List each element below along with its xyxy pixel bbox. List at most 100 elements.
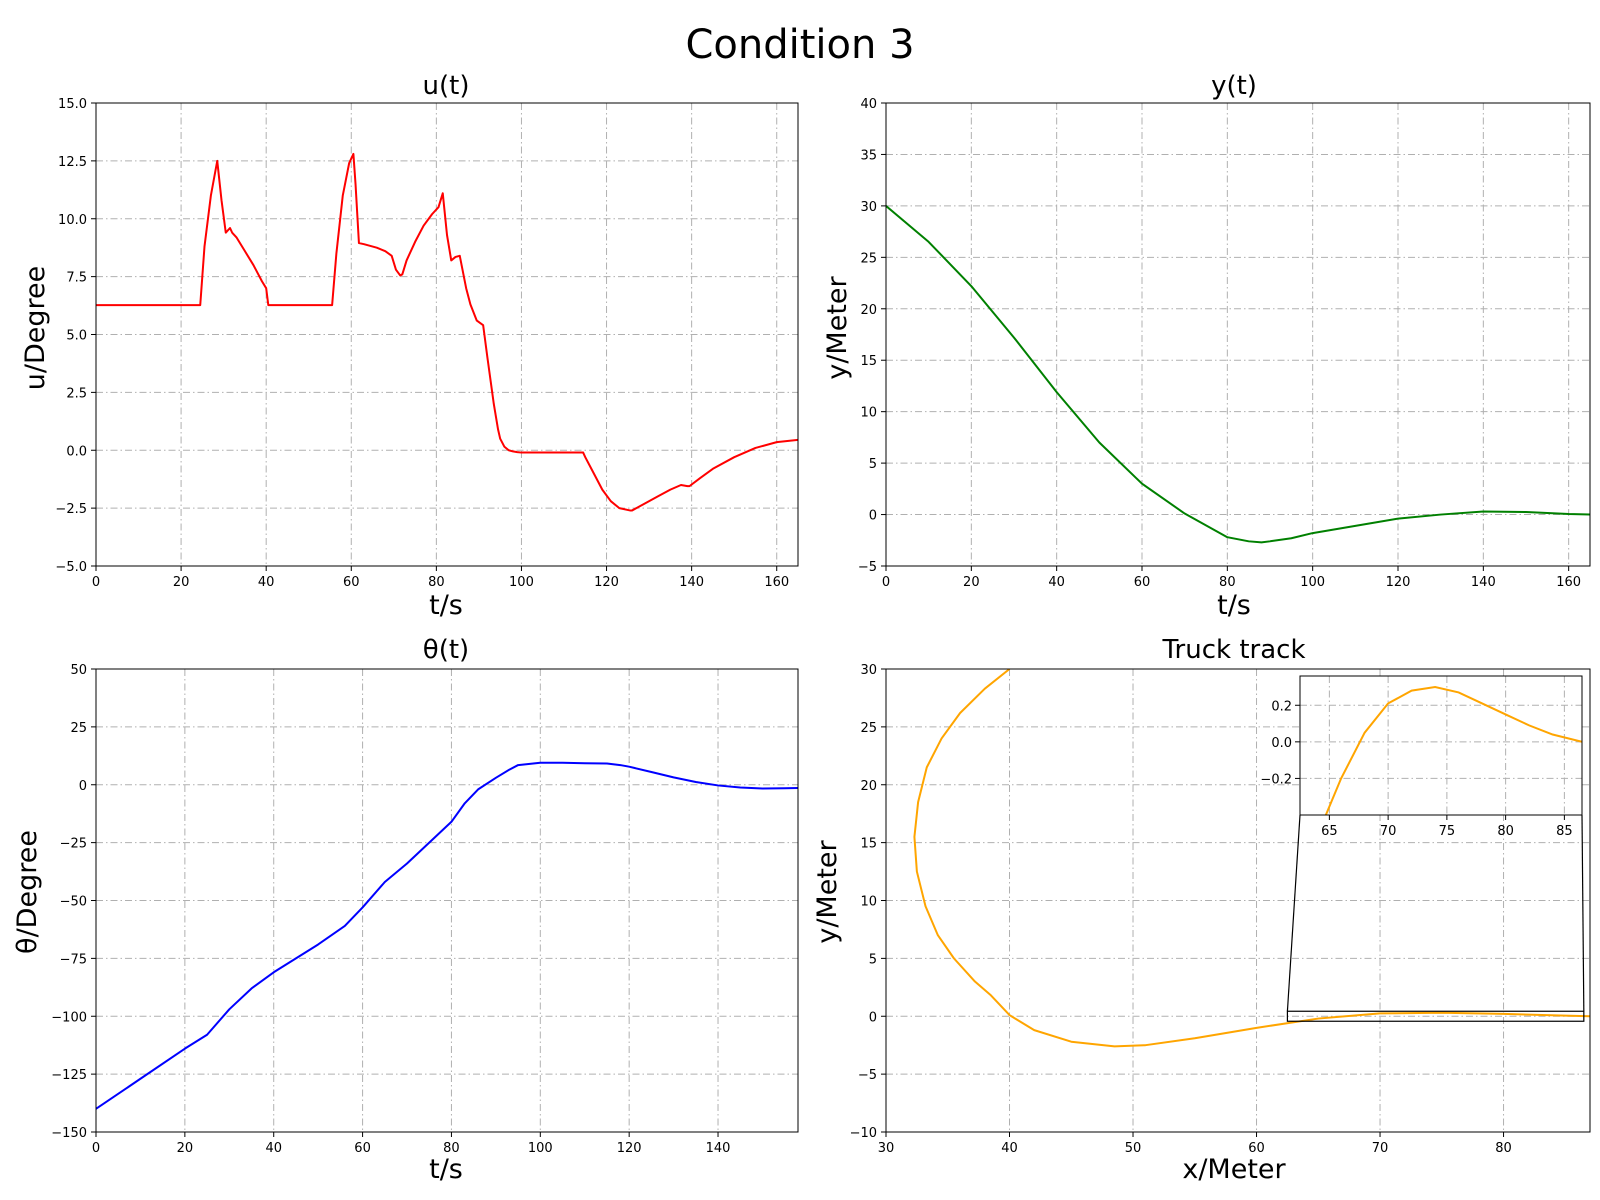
inset-connector-right [1581, 814, 1585, 1012]
panel-track-ytick-label: 10 [860, 895, 877, 910]
inset-ytick-label: 0.0 [1271, 736, 1292, 751]
panel-y-xtick-label: 20 [963, 575, 980, 590]
panel-u-ytick-label: 10.0 [58, 213, 87, 228]
inset-series-line [1324, 685, 1582, 815]
panel-track-xtick-label: 50 [1125, 1141, 1142, 1156]
inset-xtick-label: 80 [1497, 824, 1514, 839]
panel-track-ytick-label: 0 [869, 1010, 877, 1025]
panel-theta-xtick-label: 140 [706, 1141, 731, 1156]
inset-zoom-rectangle [1286, 1010, 1585, 1022]
panel-y-xtick-label: 100 [1300, 575, 1325, 590]
panel-u-xtick-label: 0 [92, 575, 100, 590]
panel-u-ytick-label: −5.0 [55, 560, 87, 575]
panel-theta-ytick-label: −150 [51, 1126, 87, 1141]
panel-y-ytick-label: 0 [869, 509, 877, 524]
panel-u-ytick-label: 7.5 [66, 271, 87, 286]
panel-track-series-line [913, 669, 1590, 1048]
panel-u-ytick-label: 2.5 [66, 386, 87, 401]
panel-y-xlabel: t/s [1217, 590, 1251, 621]
panel-y-xtick-label: 60 [1134, 575, 1151, 590]
panel-u-ytick-label: −2.5 [55, 502, 87, 517]
panel-u-series-line [96, 152, 798, 512]
panel-theta-series-line [96, 761, 798, 1110]
panel-theta-ytick-label: −100 [51, 1010, 87, 1025]
panel-y-ytick-label: 40 [860, 97, 877, 112]
panel-theta-xtick-label: 80 [443, 1141, 460, 1156]
panel-track-xtick-label: 40 [1001, 1141, 1018, 1156]
panel-track-ytick-label: 5 [869, 952, 877, 967]
inset-connector-left [1286, 814, 1301, 1012]
panel-theta-xtick-label: 60 [354, 1141, 371, 1156]
panel-u-xlabel: t/s [429, 590, 463, 621]
panel-u-ytick-label: 12.5 [58, 155, 87, 170]
panel-theta-ytick-label: −125 [51, 1068, 87, 1083]
panel-y-title: y(t) [1211, 71, 1257, 101]
panel-theta-ytick-label: −75 [60, 952, 87, 967]
panel-track-ytick-label: 15 [860, 837, 877, 852]
panel-track-xlabel: x/Meter [1182, 1154, 1286, 1185]
panel-theta-xtick-label: 120 [617, 1141, 642, 1156]
panel-u-xtick-label: 80 [428, 575, 445, 590]
panel-theta-xlabel: t/s [429, 1154, 463, 1185]
inset-background [1300, 676, 1582, 815]
panel-u-xtick-label: 100 [509, 575, 534, 590]
panel-theta-xtick-label: 0 [92, 1141, 100, 1156]
panel-theta-ytick-label: −25 [60, 837, 87, 852]
panel-track-ytick-label: −5 [858, 1068, 877, 1083]
inset-ytick-label: 0.2 [1271, 699, 1292, 714]
panel-u-chart: u(t) t/s u/Degree 0 20 40 60 80 100 120 140 160 −… [20, 71, 799, 621]
panel-track-xtick-label: 60 [1248, 1141, 1265, 1156]
panel-u-ylabel: u/Degree [20, 266, 51, 390]
panel-track-xtick-label: 80 [1495, 1141, 1512, 1156]
panel-track-xtick-label: 30 [878, 1141, 895, 1156]
panel-y-xtick-label: 160 [1556, 575, 1581, 590]
panel-y-xtick-label: 0 [882, 575, 890, 590]
panel-theta-ytick-label: 25 [70, 721, 87, 736]
panel-y-ytick-label: 35 [860, 148, 877, 163]
panel-y-series-line [886, 205, 1590, 544]
panel-y-ytick-label: 30 [860, 200, 877, 215]
panel-u-ytick-label: 15.0 [58, 97, 87, 112]
panel-y-ytick-label: 25 [860, 251, 877, 266]
panel-track-ytick-label: 25 [860, 721, 877, 736]
inset-axes-frame [1299, 675, 1583, 816]
panel-track-xtick-label: 70 [1372, 1141, 1389, 1156]
panel-u-xtick-label: 40 [258, 575, 275, 590]
panel-u-xtick-label: 20 [173, 575, 190, 590]
panel-y-xtick-label: 140 [1471, 575, 1496, 590]
panel-y-ytick-label: 15 [860, 354, 877, 369]
panel-theta-xtick-label: 40 [265, 1141, 282, 1156]
panel-theta-title: θ(t) [423, 635, 469, 665]
panel-y-ytick-label: 20 [860, 303, 877, 318]
panel-y-xtick-label: 80 [1219, 575, 1236, 590]
inset-xtick-label: 75 [1439, 824, 1456, 839]
panel-u-title: u(t) [423, 71, 470, 101]
panel-y-xtick-label: 120 [1386, 575, 1411, 590]
inset-xtick-label: 70 [1380, 824, 1397, 839]
panel-u-xtick-label: 60 [343, 575, 360, 590]
panel-y-ytick-label: 10 [860, 406, 877, 421]
panel-y-ytick-label: 5 [869, 457, 877, 472]
panel-theta-ylabel: θ/Degree [12, 830, 43, 954]
inset-xtick-label: 85 [1556, 824, 1573, 839]
panel-u-xtick-label: 160 [764, 575, 789, 590]
panel-track-ytick-label: 30 [860, 663, 877, 678]
inset-xtick-label: 65 [1321, 824, 1338, 839]
panel-theta-xtick-label: 20 [177, 1141, 194, 1156]
panel-theta-ytick-label: 50 [70, 663, 87, 678]
panel-track-ylabel: y/Meter [812, 839, 843, 943]
panel-u-xtick-label: 120 [594, 575, 619, 590]
panel-y-xtick-label: 40 [1048, 575, 1065, 590]
panel-track-title: Truck track [1161, 635, 1305, 665]
panel-track-chart: Truck track x/Meter y/Meter 30 40 50 60 70 80… [812, 635, 1591, 1185]
panel-y-ytick-label: −5 [858, 560, 877, 575]
inset-ytick-label: −0.2 [1260, 772, 1292, 787]
panel-track-ytick-label: −10 [850, 1126, 877, 1141]
panel-track-ytick-label: 20 [860, 779, 877, 794]
panel-y-chart: y(t) t/s y/Meter 0 20 40 60 80 100 120 140 160−5… [822, 71, 1591, 621]
panel-y-axes-frame [885, 102, 1591, 567]
panel-theta-xtick-label: 100 [528, 1141, 553, 1156]
panel-u-ytick-label: 5.0 [66, 329, 87, 344]
panel-theta-chart: θ(t) t/s θ/Degree 0 20 40 60 80 100 120 140 −150… [12, 635, 799, 1185]
